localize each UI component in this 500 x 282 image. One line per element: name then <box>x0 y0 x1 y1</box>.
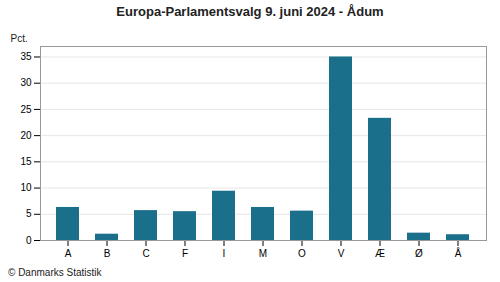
svg-text:30: 30 <box>20 77 32 88</box>
svg-text:Pct.: Pct. <box>11 33 28 44</box>
svg-text:Æ: Æ <box>375 248 385 259</box>
svg-text:Ø: Ø <box>415 248 423 259</box>
svg-text:25: 25 <box>20 104 32 115</box>
svg-text:B: B <box>104 248 111 259</box>
svg-text:Å: Å <box>455 247 462 259</box>
html-text:Europa-Parlamentsvalg 9. juni: Europa-Parlamentsvalg 9. juni 2024 - Ådu… <box>116 4 384 19</box>
svg-text:15: 15 <box>20 156 32 167</box>
svg-text:C: C <box>142 248 149 259</box>
svg-text:35: 35 <box>20 51 32 62</box>
svg-text:5: 5 <box>26 208 32 219</box>
html-text:© Danmarks Statistik: © Danmarks Statistik <box>8 267 102 278</box>
svg-text:F: F <box>182 248 188 259</box>
svg-text:A: A <box>65 248 72 259</box>
svg-text:I: I <box>223 248 226 259</box>
svg-text:0: 0 <box>26 235 32 246</box>
svg-text:M: M <box>259 248 267 259</box>
svg-text:O: O <box>298 248 306 259</box>
svg-text:20: 20 <box>20 130 32 141</box>
svg-text:10: 10 <box>20 182 32 193</box>
svg-text:V: V <box>338 248 345 259</box>
